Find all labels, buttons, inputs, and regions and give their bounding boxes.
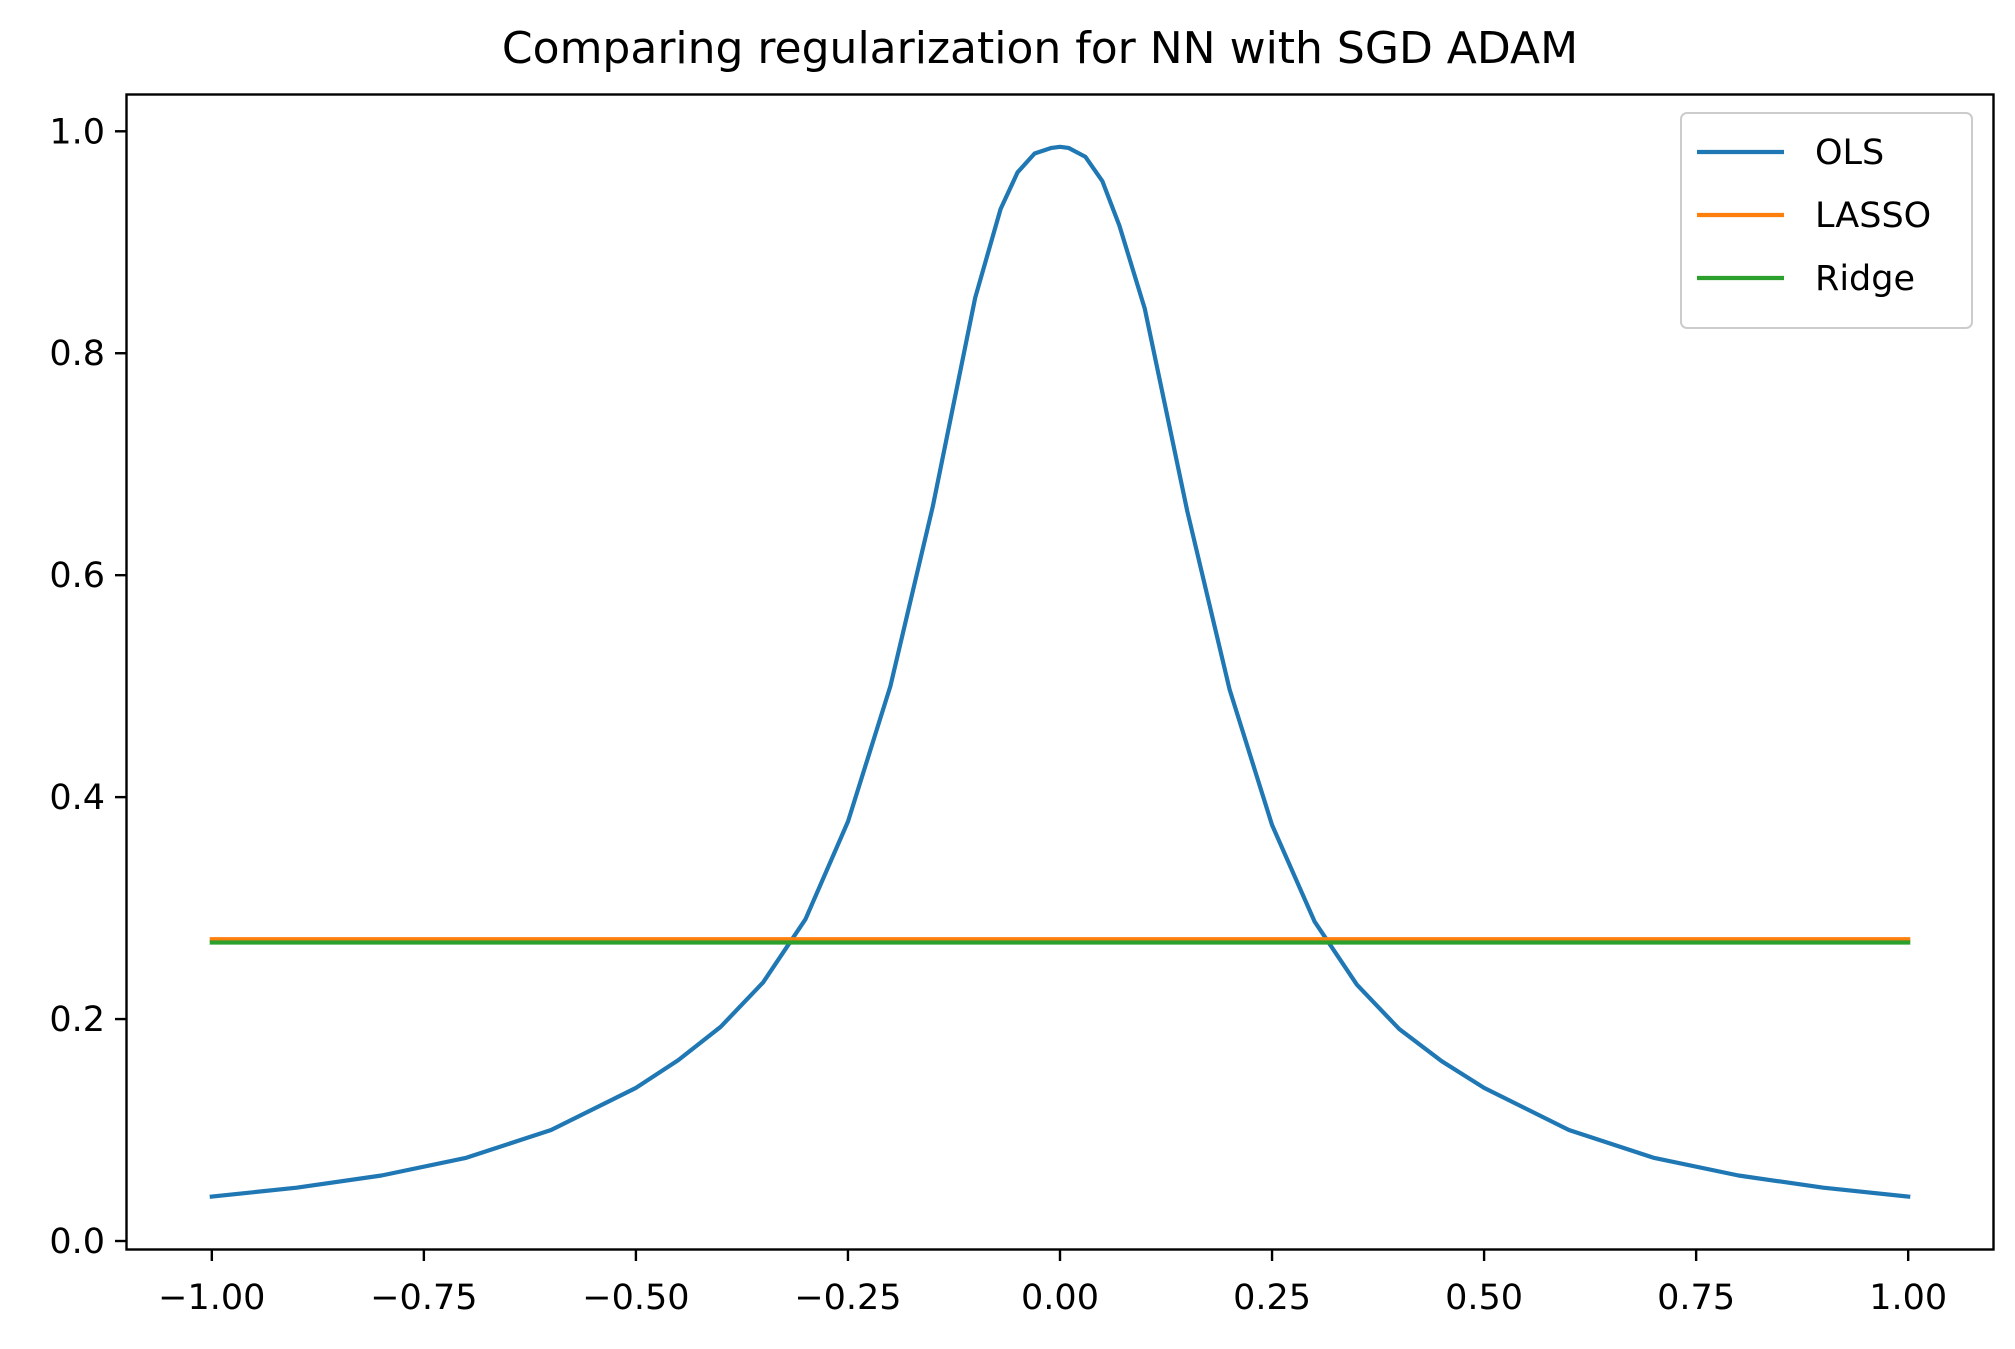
legend-label-ols: OLS bbox=[1815, 133, 1884, 173]
y-tick-label: 0.4 bbox=[49, 778, 105, 818]
x-tick-label: 0.50 bbox=[1445, 1278, 1523, 1318]
y-tick-label: 0.6 bbox=[49, 556, 105, 596]
y-tick-label: 0.8 bbox=[49, 334, 105, 374]
x-axis: −1.00 −0.75 −0.50 −0.25 0.00 0.25 0.50 0.75 1.00 bbox=[158, 1249, 1947, 1318]
chart-title: Comparing regularization for NN with SGD… bbox=[502, 23, 1578, 74]
legend-box bbox=[1680, 112, 1973, 329]
x-tick-label: −0.25 bbox=[794, 1278, 901, 1318]
x-tick-label: 0.25 bbox=[1233, 1278, 1311, 1318]
x-tick-label: −0.50 bbox=[582, 1278, 689, 1318]
series-line-ols bbox=[209, 144, 1911, 1199]
y-tick-label: 0.2 bbox=[49, 1000, 105, 1040]
legend-label-ridge: Ridge bbox=[1815, 259, 1915, 299]
x-tick-label: −1.00 bbox=[158, 1278, 265, 1318]
legend: OLS LASSO Ridge bbox=[1680, 112, 1973, 329]
x-tick-label: 0.75 bbox=[1657, 1278, 1735, 1318]
x-tick-label: −0.75 bbox=[370, 1278, 477, 1318]
x-tick-label: 1.00 bbox=[1869, 1278, 1947, 1318]
y-tick-label: 1.0 bbox=[49, 112, 105, 152]
legend-label-lasso: LASSO bbox=[1815, 196, 1931, 236]
x-tick-label: 0.00 bbox=[1021, 1278, 1099, 1318]
y-tick-label: 0.0 bbox=[49, 1222, 105, 1262]
series-layer bbox=[209, 144, 1911, 1199]
y-axis: 0.0 0.2 0.4 0.6 0.8 1.0 bbox=[49, 112, 127, 1262]
